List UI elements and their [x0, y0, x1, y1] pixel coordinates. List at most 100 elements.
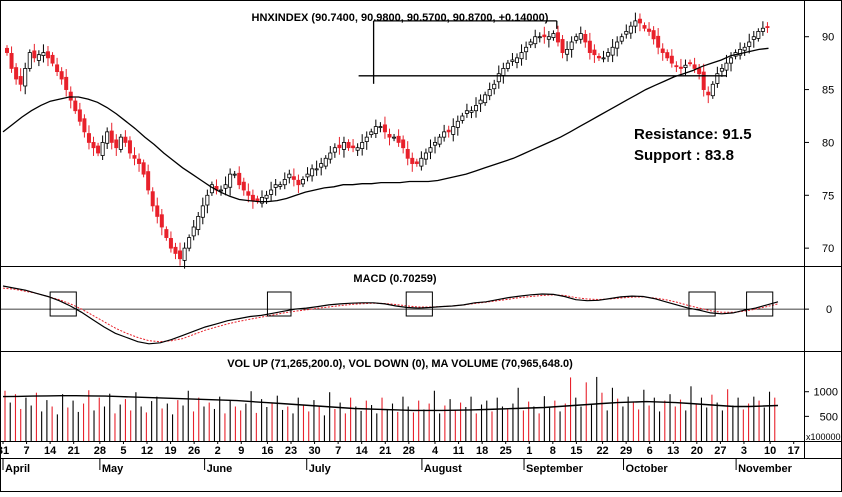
month-label: July: [309, 463, 332, 475]
x-tick-label: 2: [215, 445, 221, 457]
x-tick-label: 13: [667, 445, 679, 457]
price-panel: 70 75 80 85 90: [2, 12, 834, 269]
candle-down: [401, 139, 406, 149]
x-tick-label: 3: [741, 445, 747, 457]
candle-down: [241, 181, 246, 191]
candle-up: [565, 49, 570, 55]
candle-up: [219, 189, 224, 192]
x-tick-label: 9: [238, 445, 244, 457]
candle-up: [455, 120, 460, 128]
volume-unit-label: x100000: [806, 432, 841, 442]
candle-down: [291, 176, 296, 180]
candle-down: [86, 133, 91, 143]
x-tick-label: 29: [620, 445, 632, 457]
candle-down: [237, 172, 242, 186]
candle-up: [546, 36, 551, 40]
candle-down: [159, 214, 164, 228]
x-tick-label: 14: [356, 445, 369, 457]
candle-up: [423, 152, 428, 160]
candle-up: [619, 36, 624, 42]
x-tick-label: 19: [164, 445, 176, 457]
candle-up: [228, 173, 233, 188]
x-tick-label: 27: [714, 445, 726, 457]
candle-up: [747, 41, 752, 47]
candle-up: [492, 83, 497, 90]
candle-up: [742, 46, 747, 51]
candle-up: [428, 147, 433, 153]
macd-ytick-label: 0: [826, 304, 832, 316]
candle-up: [314, 168, 319, 171]
candle-down: [109, 130, 114, 143]
candle-down: [5, 47, 10, 53]
candle-up: [729, 57, 734, 64]
candle-down: [665, 52, 670, 59]
moving-average-line: [2, 47, 769, 203]
candle-up: [319, 163, 324, 168]
candle-up: [182, 247, 187, 261]
candle-down: [382, 124, 387, 133]
candle-down: [642, 25, 647, 29]
x-tick-label: 20: [691, 445, 703, 457]
candle-down: [59, 71, 64, 80]
candle-down: [651, 30, 656, 40]
candle-down: [587, 40, 592, 53]
macd-crossover-box: [688, 291, 716, 317]
candle-down: [150, 191, 155, 207]
candle-down: [697, 68, 702, 75]
x-tick-label: 31: [0, 445, 9, 457]
x-tick-label: 21: [379, 445, 391, 457]
candle-down: [583, 33, 588, 43]
volume-panel: 500 1000: [2, 376, 838, 441]
candle-up: [738, 49, 743, 56]
candle-down: [387, 133, 392, 138]
candle-up: [574, 36, 579, 41]
candle-down: [55, 64, 60, 72]
candle-up: [606, 52, 611, 57]
x-tick-label: 18: [476, 445, 488, 457]
candle-up: [332, 147, 337, 153]
price-ytick-label: 90: [822, 32, 834, 44]
x-tick-label: 12: [141, 445, 153, 457]
candle-down: [146, 171, 151, 191]
candle-down: [678, 66, 683, 69]
candle-up: [341, 142, 346, 150]
candle-up: [505, 62, 510, 69]
candle-down: [73, 100, 78, 112]
price-ytick-label: 80: [822, 137, 834, 149]
candle-down: [351, 145, 356, 149]
candle-up: [719, 68, 724, 72]
candle-down: [701, 71, 706, 90]
candle-up: [474, 105, 479, 112]
candle-up: [305, 173, 310, 178]
candle-up: [533, 36, 538, 45]
candle-down: [592, 49, 597, 56]
candle-down: [660, 48, 665, 53]
candle-down: [414, 161, 419, 164]
volume-ytick-label: 500: [820, 411, 838, 423]
candle-down: [127, 140, 132, 154]
candle-up: [615, 41, 620, 49]
month-label: September: [526, 463, 584, 475]
candle-up: [715, 73, 720, 84]
price-ytick-label: 75: [822, 190, 834, 202]
x-tick-label: 4: [432, 445, 439, 457]
month-label: August: [424, 463, 462, 475]
candle-down: [410, 157, 415, 164]
candle-down: [155, 205, 160, 217]
candle-up: [196, 216, 201, 230]
candle-down: [178, 250, 183, 260]
resistance-annotation: Resistance: 91.5: [634, 126, 752, 143]
candle-up: [469, 110, 474, 113]
candle-down: [674, 65, 679, 68]
candle-down: [173, 246, 178, 254]
candle-up: [105, 131, 110, 144]
candle-up: [724, 62, 729, 71]
x-tick-label: 1: [526, 445, 532, 457]
candle-down: [765, 26, 770, 28]
candle-down: [77, 109, 82, 122]
candle-up: [578, 33, 583, 40]
candle-up: [710, 83, 715, 97]
candle-up: [223, 184, 228, 189]
candle-up: [41, 52, 46, 56]
candle-up: [515, 57, 520, 63]
